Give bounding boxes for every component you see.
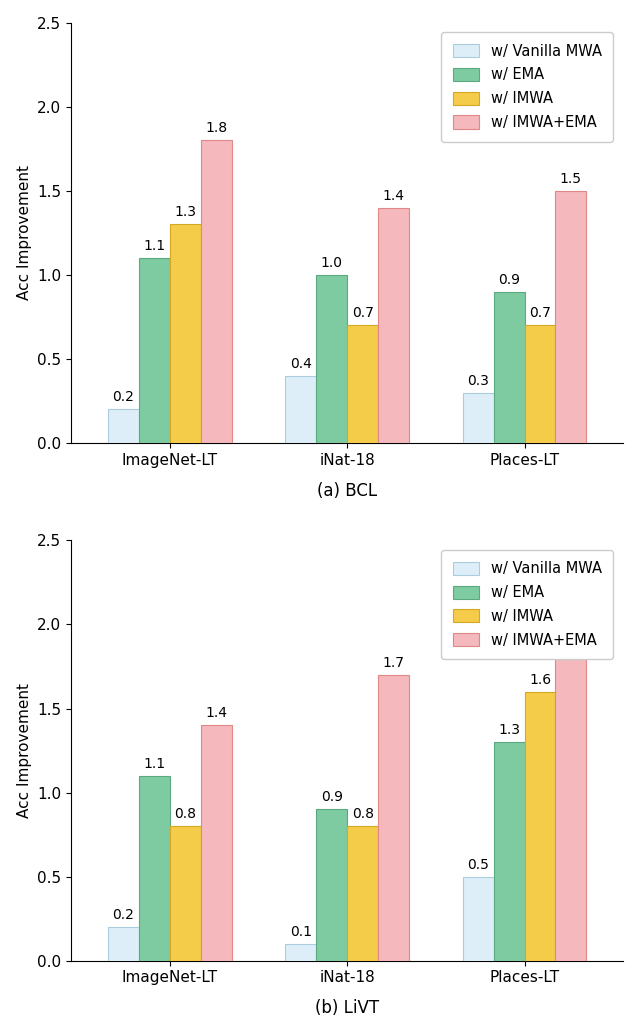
Text: 0.5: 0.5 <box>467 857 489 872</box>
Text: 0.7: 0.7 <box>529 306 551 321</box>
Text: 1.7: 1.7 <box>383 656 404 670</box>
Text: 0.2: 0.2 <box>113 391 134 404</box>
Text: 0.1: 0.1 <box>290 924 312 939</box>
Bar <box>378 675 409 961</box>
Text: 2.1: 2.1 <box>560 588 582 603</box>
Bar <box>316 275 348 443</box>
Y-axis label: Acc Improvement: Acc Improvement <box>17 683 31 818</box>
Text: 1.8: 1.8 <box>205 121 227 135</box>
Text: 1.1: 1.1 <box>143 239 165 253</box>
X-axis label: (a) BCL: (a) BCL <box>317 482 377 499</box>
Bar <box>108 409 139 443</box>
Bar <box>201 141 232 443</box>
Text: 0.8: 0.8 <box>351 808 374 821</box>
Bar <box>201 725 232 961</box>
X-axis label: (b) LiVT: (b) LiVT <box>315 999 380 1017</box>
Text: 1.0: 1.0 <box>321 255 343 270</box>
Bar <box>285 375 316 443</box>
Bar <box>139 776 170 961</box>
Text: 0.2: 0.2 <box>113 908 134 922</box>
Bar <box>525 692 556 961</box>
Text: 1.6: 1.6 <box>529 673 551 687</box>
Bar <box>463 393 493 443</box>
Text: 1.3: 1.3 <box>498 723 520 737</box>
Text: 1.1: 1.1 <box>143 757 165 770</box>
Text: 1.5: 1.5 <box>560 172 582 186</box>
Bar <box>348 826 378 961</box>
Bar <box>378 208 409 443</box>
Text: 0.3: 0.3 <box>467 373 489 388</box>
Text: 0.9: 0.9 <box>321 790 343 804</box>
Text: 1.3: 1.3 <box>174 206 196 219</box>
Bar <box>493 742 525 961</box>
Text: 0.8: 0.8 <box>174 808 196 821</box>
Bar <box>556 191 586 443</box>
Bar <box>463 877 493 961</box>
Legend: w/ Vanilla MWA, w/ EMA, w/ IMWA, w/ IMWA+EMA: w/ Vanilla MWA, w/ EMA, w/ IMWA, w/ IMWA… <box>441 32 613 142</box>
Bar <box>316 810 348 961</box>
Bar <box>556 608 586 961</box>
Text: 0.9: 0.9 <box>498 273 520 286</box>
Bar <box>170 826 201 961</box>
Bar <box>525 326 556 443</box>
Text: 0.7: 0.7 <box>352 306 374 321</box>
Y-axis label: Acc Improvement: Acc Improvement <box>17 165 31 300</box>
Legend: w/ Vanilla MWA, w/ EMA, w/ IMWA, w/ IMWA+EMA: w/ Vanilla MWA, w/ EMA, w/ IMWA, w/ IMWA… <box>441 550 613 660</box>
Bar <box>493 292 525 443</box>
Bar <box>285 944 316 961</box>
Bar <box>139 258 170 443</box>
Text: 0.4: 0.4 <box>290 357 312 371</box>
Text: 1.4: 1.4 <box>383 188 404 203</box>
Bar <box>170 224 201 443</box>
Bar <box>108 927 139 961</box>
Text: 1.4: 1.4 <box>205 706 227 721</box>
Bar <box>348 326 378 443</box>
